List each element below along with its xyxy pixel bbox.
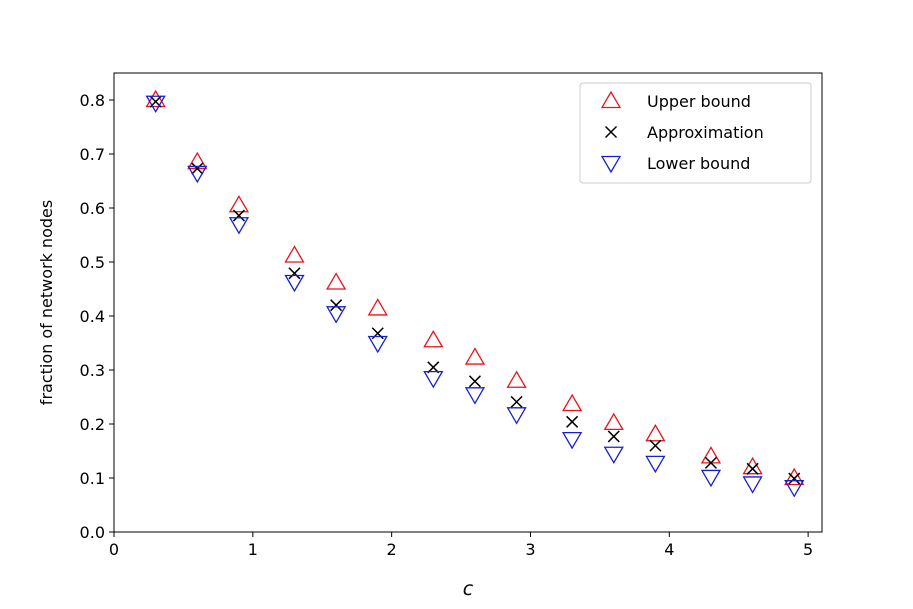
legend-lower-bound-marker (600, 155, 622, 174)
lower-bound-point (325, 306, 347, 324)
upper-bound-point (228, 195, 250, 213)
y-tick-label: 0.7 (80, 145, 105, 164)
upper-bound-point (145, 89, 166, 108)
plot-markers (145, 89, 805, 498)
legend-approximation-label: Approximation (647, 123, 764, 142)
y-axis: 0.0 0.1 0.2 0.3 0.4 0.5 0.6 0.7 0.8 (80, 91, 114, 542)
legend: Upper bound Approximation Lower bound (579, 82, 812, 184)
lower-bound-point (284, 274, 305, 293)
y-tick-label: 0.1 (80, 469, 105, 488)
legend-box (579, 82, 812, 184)
legend-upper-bound-label: Upper bound (647, 92, 751, 111)
x-tick-label: 5 (803, 540, 813, 559)
x-tick-label: 3 (525, 540, 535, 559)
upper-bound-point (464, 347, 486, 365)
upper-bound-point (561, 393, 583, 412)
y-tick-label: 0.0 (80, 523, 105, 542)
plot-frame (113, 72, 823, 533)
upper-bound-point (603, 412, 624, 431)
y-tick-label: 0.4 (80, 307, 105, 326)
approximation-point (232, 209, 245, 222)
lower-bound-point (464, 387, 486, 405)
lower-bound-point (561, 431, 583, 450)
x-tick-label: 1 (248, 540, 258, 559)
upper-bound-point (325, 272, 347, 290)
lower-bound-point (645, 455, 666, 474)
upper-bound-point (284, 245, 305, 263)
x-axis-label: c (463, 578, 474, 600)
approximation-point (788, 472, 801, 485)
y-tick-label: 0.2 (80, 415, 105, 434)
upper-bound-point (645, 423, 666, 442)
approximation-point (510, 395, 523, 408)
approximation-point (649, 439, 662, 452)
legend-approximation-marker (604, 125, 618, 139)
approximation-point (191, 162, 204, 175)
y-axis-label: fraction of network nodes (37, 200, 56, 405)
upper-bound-point (742, 456, 763, 475)
lower-bound-point (742, 476, 763, 494)
upper-bound-point (784, 467, 805, 486)
lower-bound-point (784, 480, 805, 498)
x-axis: 0 1 2 3 4 5 (109, 532, 813, 559)
lower-bound-point (423, 370, 444, 389)
lower-bound-point (187, 165, 208, 184)
approximation-point (566, 415, 579, 428)
approximation-point (288, 267, 301, 280)
x-tick-label: 0 (109, 540, 119, 559)
upper-bound-point (423, 330, 444, 348)
y-tick-label: 0.6 (80, 199, 105, 218)
lower-bound-point (603, 446, 624, 464)
legend-upper-bound-marker (600, 90, 622, 109)
legend-lower-bound-label: Lower bound (647, 154, 750, 173)
lower-bound-point (228, 217, 250, 235)
lower-bound-point (700, 469, 722, 488)
approximation-point (746, 462, 759, 475)
y-tick-label: 0.8 (80, 91, 105, 110)
x-tick-label: 2 (387, 540, 397, 559)
lower-bound-point (145, 95, 166, 113)
approximation-point (607, 430, 620, 443)
x-tick-label: 4 (664, 540, 674, 559)
y-tick-label: 0.3 (80, 361, 105, 380)
upper-bound-point (506, 370, 527, 388)
approximation-point (704, 456, 717, 469)
approximation-point (330, 299, 343, 312)
lower-bound-point (506, 407, 527, 425)
lower-bound-point (367, 335, 388, 354)
y-tick-label: 0.5 (80, 253, 105, 272)
upper-bound-point (367, 298, 388, 316)
upper-bound-point (700, 446, 722, 464)
approximation-point (427, 361, 440, 374)
approximation-point (468, 375, 481, 388)
